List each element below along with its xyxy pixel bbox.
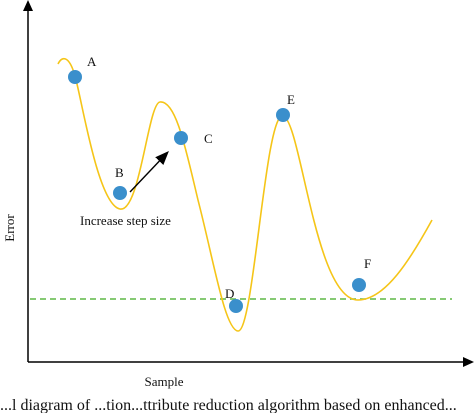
point-d-label: D: [225, 286, 234, 301]
point-e-label: E: [287, 92, 295, 107]
point-c: [174, 131, 188, 145]
x-axis-arrow-icon: [463, 357, 474, 367]
point-e: [276, 108, 290, 122]
step-arrow: [129, 150, 169, 193]
y-axis-label: Error: [2, 214, 17, 242]
x-axis-label: Sample: [145, 374, 184, 389]
point-b: [113, 186, 127, 200]
point-a-label: A: [87, 54, 97, 69]
point-a: [68, 70, 82, 84]
step-annotation: Increase step size: [80, 213, 171, 228]
point-b-label: B: [115, 165, 124, 180]
point-c-label: C: [204, 131, 213, 146]
point-d: [229, 299, 243, 313]
y-axis-arrow-icon: [23, 0, 33, 11]
figure-caption: ...l diagram of ...tion...ttribute reduc…: [0, 397, 457, 413]
error-curve: [57, 57, 433, 332]
point-f-label: F: [364, 256, 371, 271]
point-f: [352, 278, 366, 292]
